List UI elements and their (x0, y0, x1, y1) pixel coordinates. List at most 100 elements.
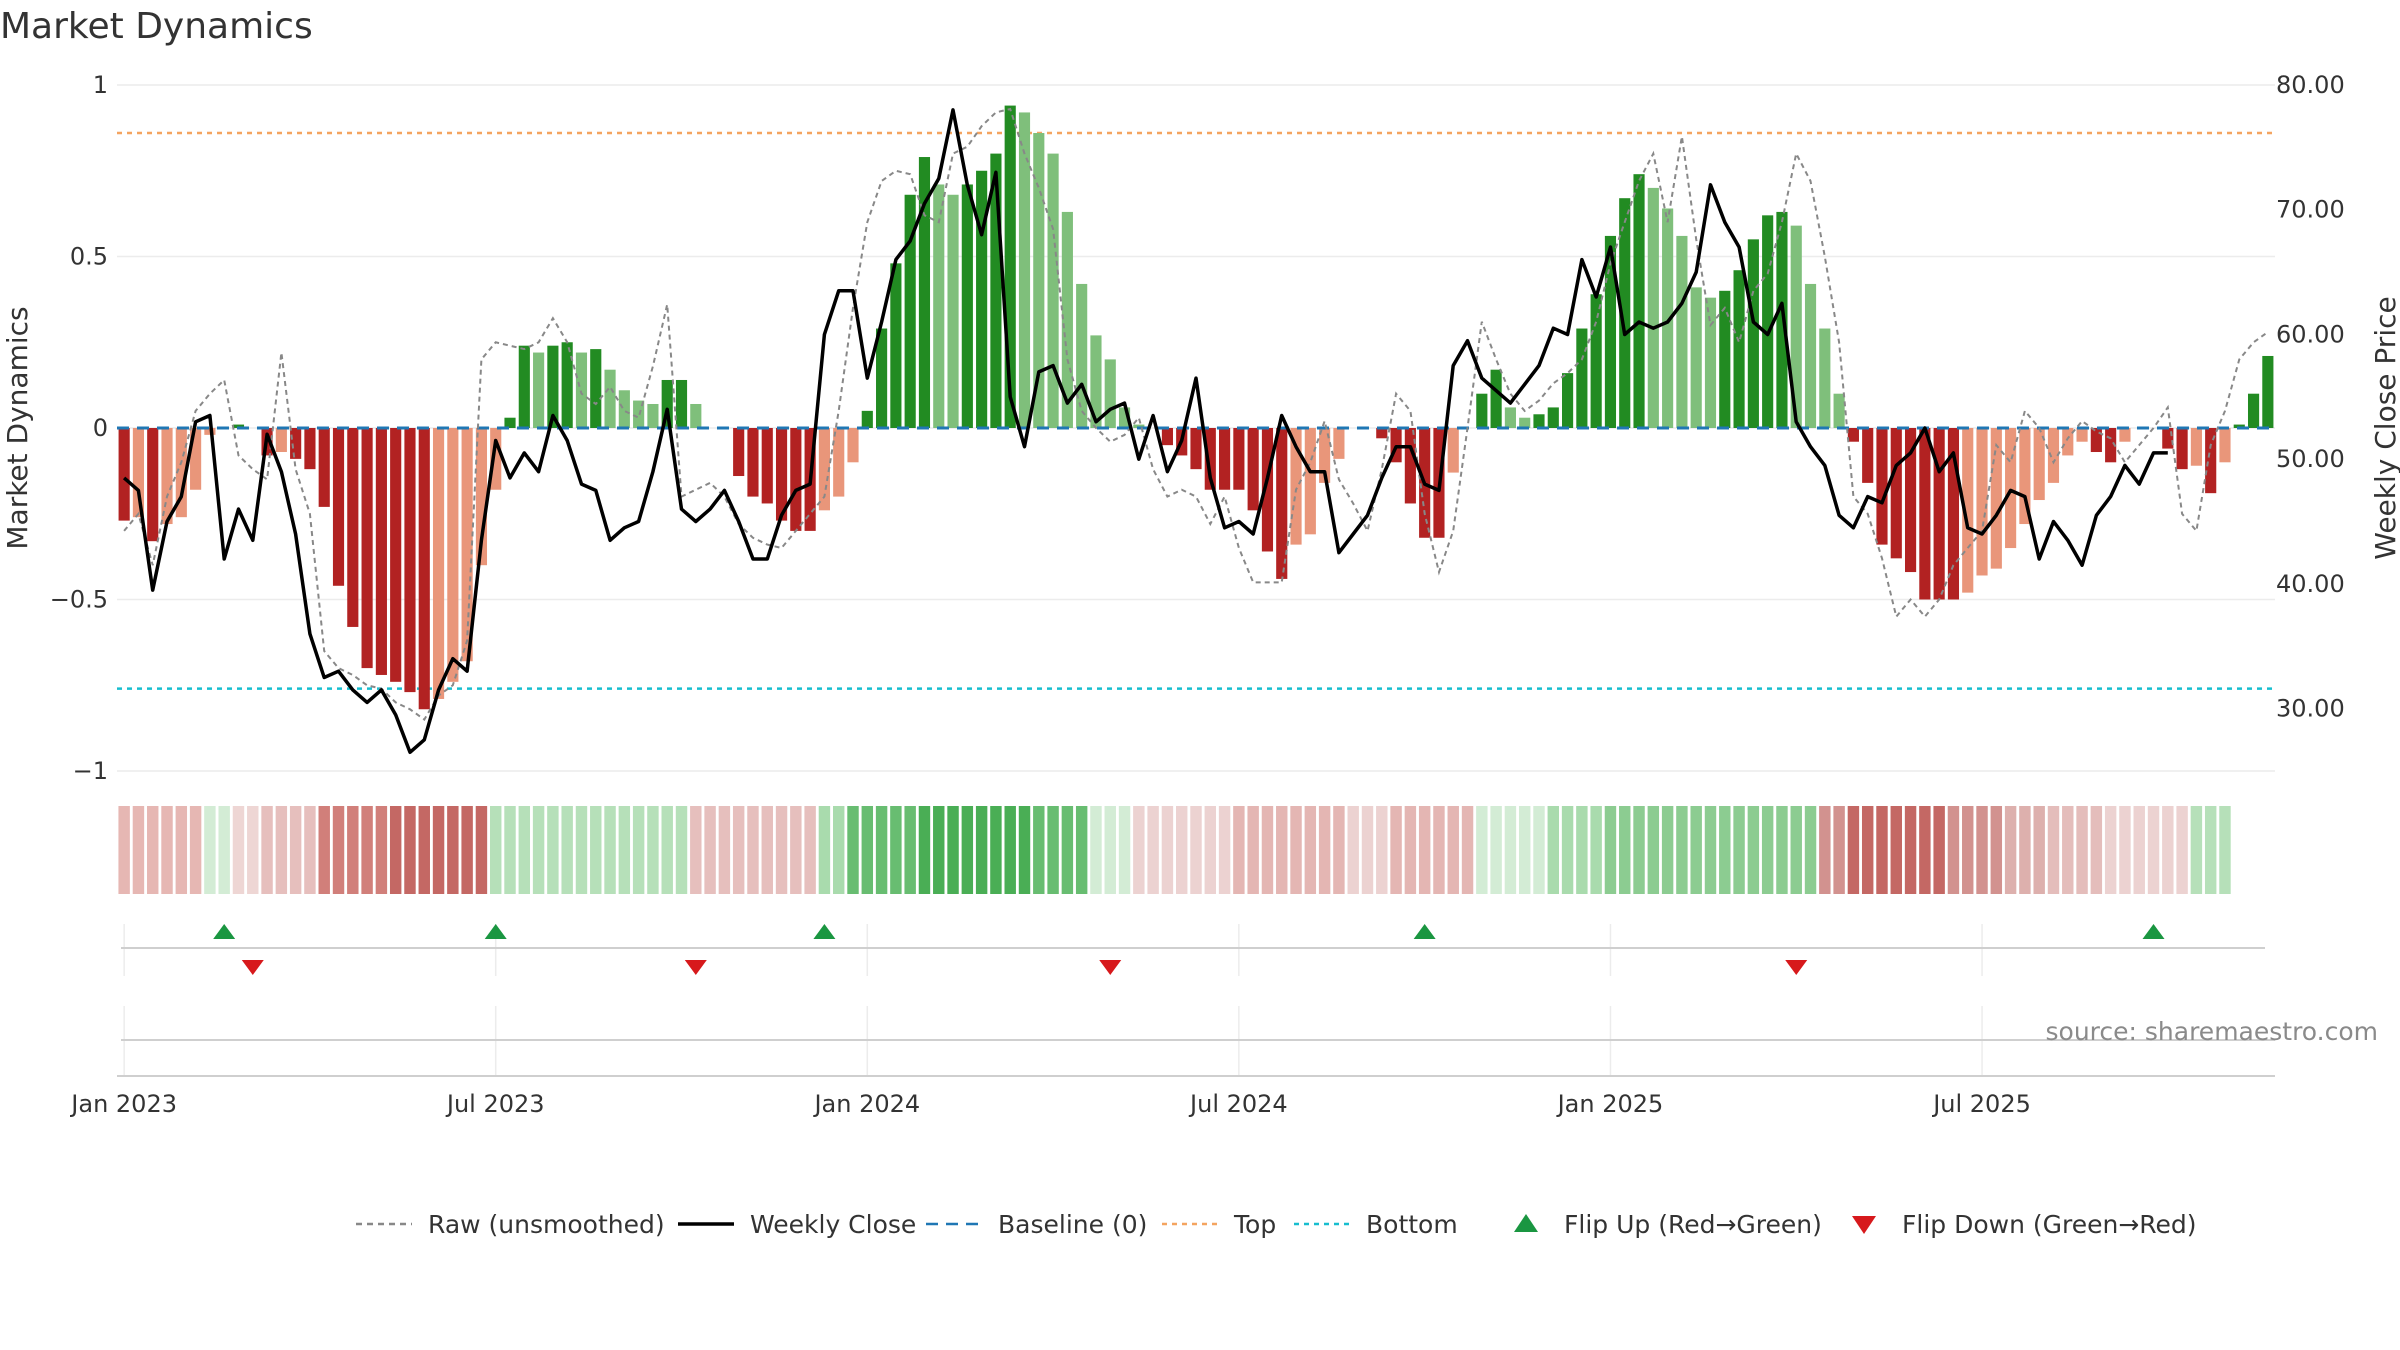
bar (2033, 428, 2045, 501)
bar (1061, 211, 1073, 428)
flip-panel (121, 924, 2265, 975)
heat-cell (2219, 806, 2231, 894)
bar (1633, 174, 1645, 428)
heat-cell (347, 806, 359, 894)
bar (2019, 428, 2031, 525)
bar (2047, 428, 2060, 483)
heat-cell (904, 806, 916, 894)
bar (461, 428, 473, 662)
bar (1519, 417, 1531, 428)
bar (361, 428, 373, 669)
flip-down-marker (241, 960, 264, 975)
heat-cell (275, 806, 288, 894)
heat-cell (632, 806, 645, 894)
heat-cell (504, 806, 516, 894)
bar (1190, 428, 1202, 470)
y2-tick-label: 70.00 (2276, 196, 2345, 224)
x-axis-ticks: Jan 2023 Jul 2023 Jan 2024 Jul 2024 Jan 2025… (69, 1090, 2031, 1118)
price-series (122, 108, 2168, 755)
heat-cell (2119, 806, 2131, 894)
heat-cell (875, 806, 888, 894)
bar (947, 194, 959, 428)
bar (690, 403, 702, 428)
heat-cell (2004, 806, 2017, 894)
bar (533, 352, 545, 428)
heat-cell (1318, 806, 1331, 894)
bar (1890, 428, 1902, 559)
bar (1647, 187, 1659, 428)
heat-cell (1976, 806, 1988, 894)
heat-cell (1404, 806, 1417, 894)
bar (761, 428, 773, 504)
bar (818, 428, 830, 511)
bar (2190, 428, 2202, 466)
bar (518, 345, 530, 428)
heat-cell (2076, 806, 2088, 894)
bar (2219, 428, 2231, 463)
bar (1876, 428, 1888, 545)
bar (1819, 328, 1831, 428)
price-line (122, 108, 2168, 755)
heat-cell (1447, 806, 1459, 894)
legend-label: Flip Down (Green→Red) (1902, 1210, 2197, 1239)
flip-down-marker (1099, 960, 1122, 975)
y-tick-label: −1 (73, 757, 108, 785)
y-tick-label: −0.5 (50, 586, 108, 614)
bar (2005, 428, 2017, 549)
heat-cell (2133, 806, 2145, 894)
heat-cell (547, 806, 559, 894)
heat-cell (1418, 806, 1431, 894)
legend-label: Baseline (0) (998, 1210, 1147, 1239)
bar (1290, 428, 1302, 545)
heat-cell (189, 806, 202, 894)
bar (1676, 235, 1688, 428)
heat-cell (947, 806, 959, 894)
heat-cell (575, 806, 588, 894)
bar (504, 417, 516, 428)
bar (1018, 112, 1031, 428)
heat-cell (1004, 806, 1016, 894)
heat-cell (1819, 806, 1831, 894)
y2-tick-label: 60.00 (2276, 320, 2345, 348)
bar (933, 184, 945, 428)
heat-cell (1561, 806, 1574, 894)
heat-cell (404, 806, 416, 894)
bar (1690, 287, 1702, 428)
heat-cell (361, 806, 373, 894)
heat-cell (1218, 806, 1231, 894)
heat-cell (1861, 806, 1874, 894)
bar (2090, 428, 2102, 453)
bar (1562, 373, 1574, 428)
heat-cell (1090, 806, 1102, 894)
bar (1333, 428, 1345, 459)
bar (1319, 428, 1331, 483)
bar (904, 194, 916, 428)
bar (790, 428, 802, 531)
heat-cell (132, 806, 145, 894)
bar (647, 403, 659, 428)
bar (918, 157, 931, 428)
bar (1933, 428, 1945, 600)
heat-cell (1761, 806, 1774, 894)
heat-cell (1433, 806, 1445, 894)
bar (1476, 393, 1488, 428)
heat-cell (175, 806, 188, 894)
heat-cell (461, 806, 473, 894)
bar (290, 428, 302, 459)
bar (1990, 428, 2002, 569)
bar (1662, 208, 1674, 428)
bar (1847, 428, 1859, 442)
heat-cell (1904, 806, 1917, 894)
heat-cell (490, 806, 502, 894)
heat-cell (2090, 806, 2103, 894)
bar (1276, 428, 1288, 579)
heat-cell (818, 806, 831, 894)
heat-cell (1104, 806, 1116, 894)
bar (1704, 297, 1717, 428)
flip-up-marker (813, 924, 836, 939)
bar (661, 379, 673, 428)
bar (1576, 328, 1588, 428)
heat-cell (1504, 806, 1517, 894)
y-axis-ticks: 1 0.5 0 −0.5 −1 (50, 71, 108, 785)
bar (976, 170, 988, 428)
